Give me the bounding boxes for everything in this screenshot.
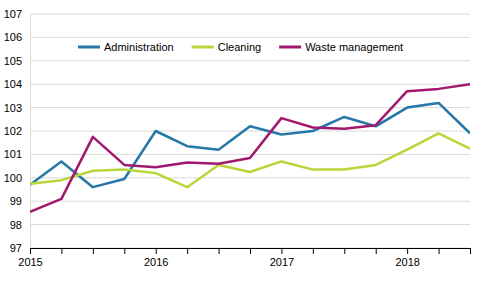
y-tick-label: 101 [4,148,22,160]
x-tick [439,248,440,254]
x-tick-label: 2015 [18,256,42,268]
y-tick: 104 [4,78,30,90]
x-tick [61,248,62,254]
x-tick-mark [281,248,282,254]
x-tick [376,248,377,254]
legend-label: Administration [104,41,174,53]
grid [30,14,470,248]
y-tick-label: 105 [4,55,22,67]
grid-line [30,107,470,108]
y-tick: 98 [10,219,30,231]
y-axis: 97 98 99 100 101 102 103 104 105 106 107 [4,8,31,254]
x-tick [344,248,345,254]
y-tick: 106 [4,31,30,43]
y-tick-label: 97 [10,242,22,254]
legend-item: Waste management [279,41,403,53]
plot: 9798991001011021031041051061072015201620… [4,8,471,268]
legend-swatch [279,46,301,49]
x-tick-mark [313,248,314,254]
y-tick: 99 [10,195,30,207]
grid-line [30,177,470,178]
series-line [30,133,470,187]
y-tick: 107 [4,8,30,20]
legend-item: Administration [78,41,174,53]
y-tick: 100 [4,172,30,184]
legend-label: Cleaning [218,41,261,53]
y-tick: 105 [4,55,30,67]
x-tick-mark [124,248,125,254]
y-tick: 97 [10,242,30,254]
x-tick [250,248,251,254]
legend-swatch [192,46,214,49]
x-tick-mark [156,248,157,254]
legend-item: Cleaning [192,41,261,53]
x-tick-mark [407,248,408,254]
x-tick-mark [93,248,94,254]
x-tick-label: 2016 [144,256,168,268]
grid-line [30,14,470,15]
x-tick-mark [219,248,220,254]
legend-label: Waste management [305,41,403,53]
x-tick-label: 2017 [270,256,294,268]
x-tick: 2016 [144,248,168,268]
x-tick: 2017 [270,248,294,268]
y-tick-label: 104 [4,78,22,90]
x-tick-mark [250,248,251,254]
grid-line [30,37,470,38]
x-axis-line [31,249,471,255]
x-tick [313,248,314,254]
y-tick-label: 107 [4,8,22,20]
x-axis: 2015 2016 2017 2018 [18,248,470,268]
x-tick [219,248,220,254]
x-tick-mark [470,248,471,254]
y-tick-label: 99 [10,195,22,207]
y-axis-line [30,15,31,249]
x-tick-mark [376,248,377,254]
lines [30,84,470,212]
grid-line [30,131,470,132]
x-tick-mark [187,248,188,254]
y-tick: 101 [4,148,30,160]
x-tick [124,248,125,254]
grid-line [30,224,470,225]
y-tick-label: 106 [4,31,22,43]
legend-swatch [78,46,100,49]
grid-line [30,154,470,155]
x-tick-mark [30,248,31,254]
x-tick-mark [61,248,62,254]
x-tick [93,248,94,254]
y-tick-label: 100 [4,172,22,184]
x-tick [187,248,188,254]
y-tick-label: 98 [10,219,22,231]
series-line [30,103,470,187]
x-tick-mark [439,248,440,254]
x-tick: 2015 [18,248,42,268]
x-tick-mark [344,248,345,254]
x-tick-label: 2018 [395,256,419,268]
grid-line [30,60,470,61]
y-tick: 103 [4,102,30,114]
grid-line [30,201,470,202]
grid-line [30,84,470,85]
series-line [30,84,470,212]
x-tick [470,248,471,254]
y-tick: 102 [4,125,30,137]
chart: 9798991001011021031041051061072015201620… [0,0,491,302]
y-tick-label: 103 [4,102,22,114]
legend: Administration Cleaning Waste management [78,41,403,53]
y-tick-label: 102 [4,125,22,137]
x-tick: 2018 [395,248,419,268]
